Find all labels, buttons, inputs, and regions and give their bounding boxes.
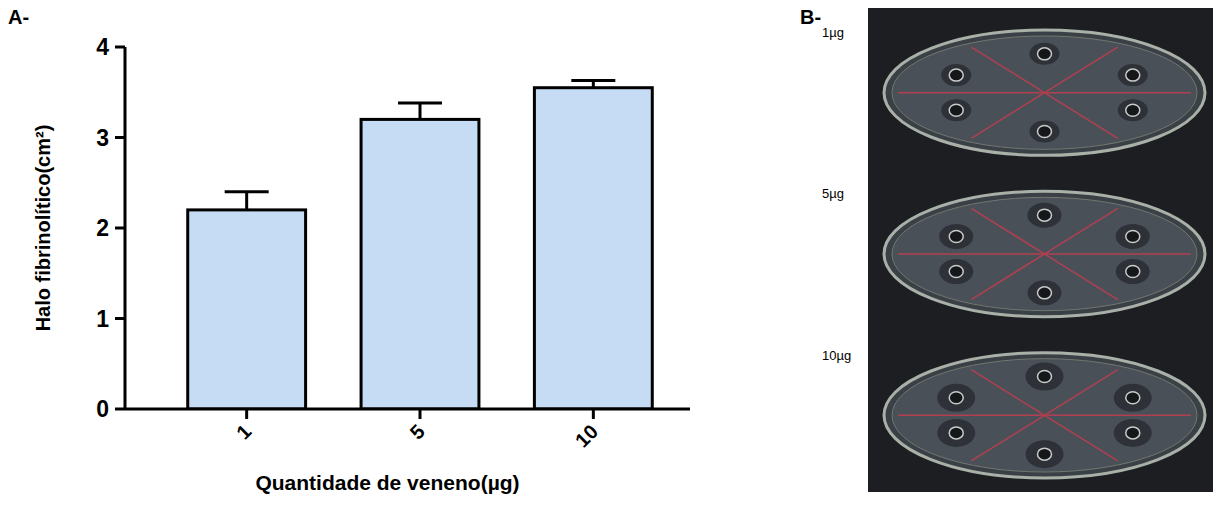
bar	[534, 88, 652, 409]
plate-label: 1µg	[822, 25, 844, 40]
well	[1126, 69, 1140, 81]
well	[949, 266, 963, 278]
panel-label: A-	[8, 6, 29, 28]
y-tick-label: 4	[96, 34, 109, 60]
well	[1038, 48, 1052, 60]
y-tick-label: 2	[96, 215, 109, 241]
plate-rim	[884, 353, 1205, 478]
error-cap	[571, 79, 615, 82]
halo	[941, 99, 971, 121]
y-axis-title: Halo fibrinolítico(cm²)	[32, 125, 54, 332]
error-line	[245, 192, 248, 210]
well	[949, 427, 963, 439]
y-tick	[115, 317, 125, 320]
plate-label: 5µg	[822, 186, 844, 201]
well	[1126, 266, 1140, 278]
error-bar	[571, 80, 615, 87]
well	[949, 104, 963, 116]
halo	[1030, 43, 1060, 65]
halo	[1030, 121, 1060, 143]
x-tick-label: 1	[232, 420, 255, 443]
plate-rim	[884, 30, 1205, 155]
x-tick	[245, 409, 248, 419]
x-axis	[125, 408, 690, 411]
well	[1038, 209, 1052, 221]
halo	[1114, 419, 1152, 447]
bar	[188, 210, 306, 409]
plate-agar	[892, 197, 1197, 310]
plate-label: 10µg	[822, 348, 851, 363]
bar	[361, 119, 479, 409]
halo	[937, 419, 975, 447]
halo	[1116, 259, 1150, 284]
halo	[1028, 203, 1062, 228]
photo-background	[868, 8, 1213, 492]
well	[1038, 287, 1052, 299]
well	[1038, 370, 1052, 382]
well	[1126, 392, 1140, 404]
error-cap	[225, 190, 269, 193]
halo	[939, 224, 973, 249]
x-tick-label: 5	[405, 420, 428, 443]
plate-rim	[884, 191, 1205, 316]
error-line	[419, 103, 422, 119]
y-tick	[115, 136, 125, 139]
error-cap	[398, 102, 442, 105]
halo	[1114, 384, 1152, 412]
x-axis-title: Quantidade de veneno(µg)	[255, 471, 519, 494]
y-tick-label: 1	[96, 306, 109, 332]
error-bar	[225, 192, 269, 210]
figure: A- B- 0 1 2 3 4 1 5 10 Quantidade de veneno(µg) Hal…	[0, 0, 1220, 508]
y-tick	[115, 227, 125, 230]
halo	[937, 384, 975, 412]
halo	[1118, 99, 1148, 121]
well	[949, 392, 963, 404]
panel-label: B-	[800, 6, 821, 28]
halo	[1026, 362, 1064, 390]
x-tick	[419, 409, 422, 419]
halo	[1026, 440, 1064, 468]
halo	[1028, 280, 1062, 305]
y-tick	[115, 46, 125, 49]
halo	[1116, 224, 1150, 249]
halo	[939, 259, 973, 284]
error-bar	[398, 103, 442, 119]
plate	[884, 191, 1205, 316]
x-tick	[592, 409, 595, 419]
y-tick	[115, 408, 125, 411]
x-tick-label: 10	[571, 420, 602, 451]
plot-area	[188, 80, 653, 409]
well	[949, 230, 963, 242]
halo	[1118, 64, 1148, 86]
y-tick-label: 0	[96, 396, 109, 422]
well	[1126, 230, 1140, 242]
plate	[884, 30, 1205, 155]
halo	[941, 64, 971, 86]
well	[1038, 126, 1052, 138]
y-tick-label: 3	[96, 125, 109, 151]
well	[949, 69, 963, 81]
plate	[884, 353, 1205, 478]
well	[1038, 448, 1052, 460]
plate-agar	[892, 36, 1197, 149]
well	[1126, 427, 1140, 439]
well	[1126, 104, 1140, 116]
plate-agar	[892, 359, 1197, 472]
